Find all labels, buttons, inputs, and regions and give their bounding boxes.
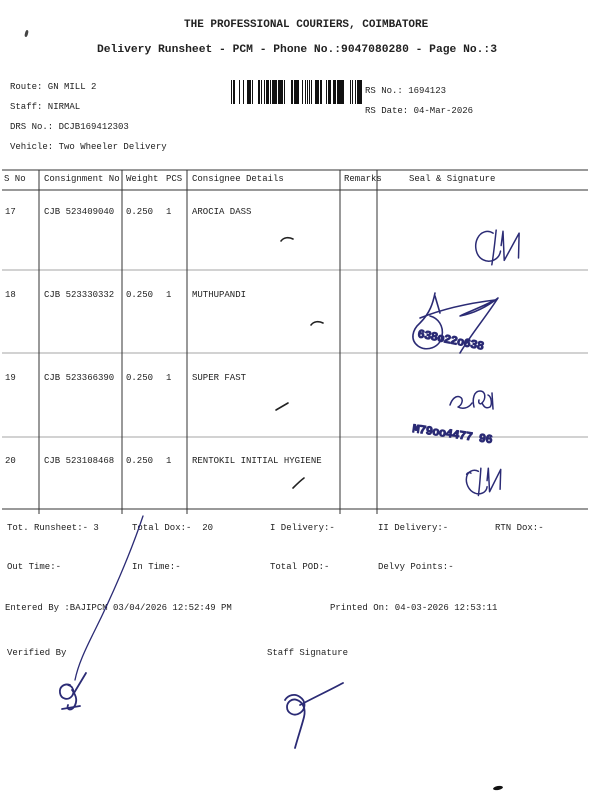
svg-text:M79oo4477 96: M79oo4477 96	[411, 422, 493, 447]
svg-text:638o22o638: 638o22o638	[416, 327, 485, 354]
